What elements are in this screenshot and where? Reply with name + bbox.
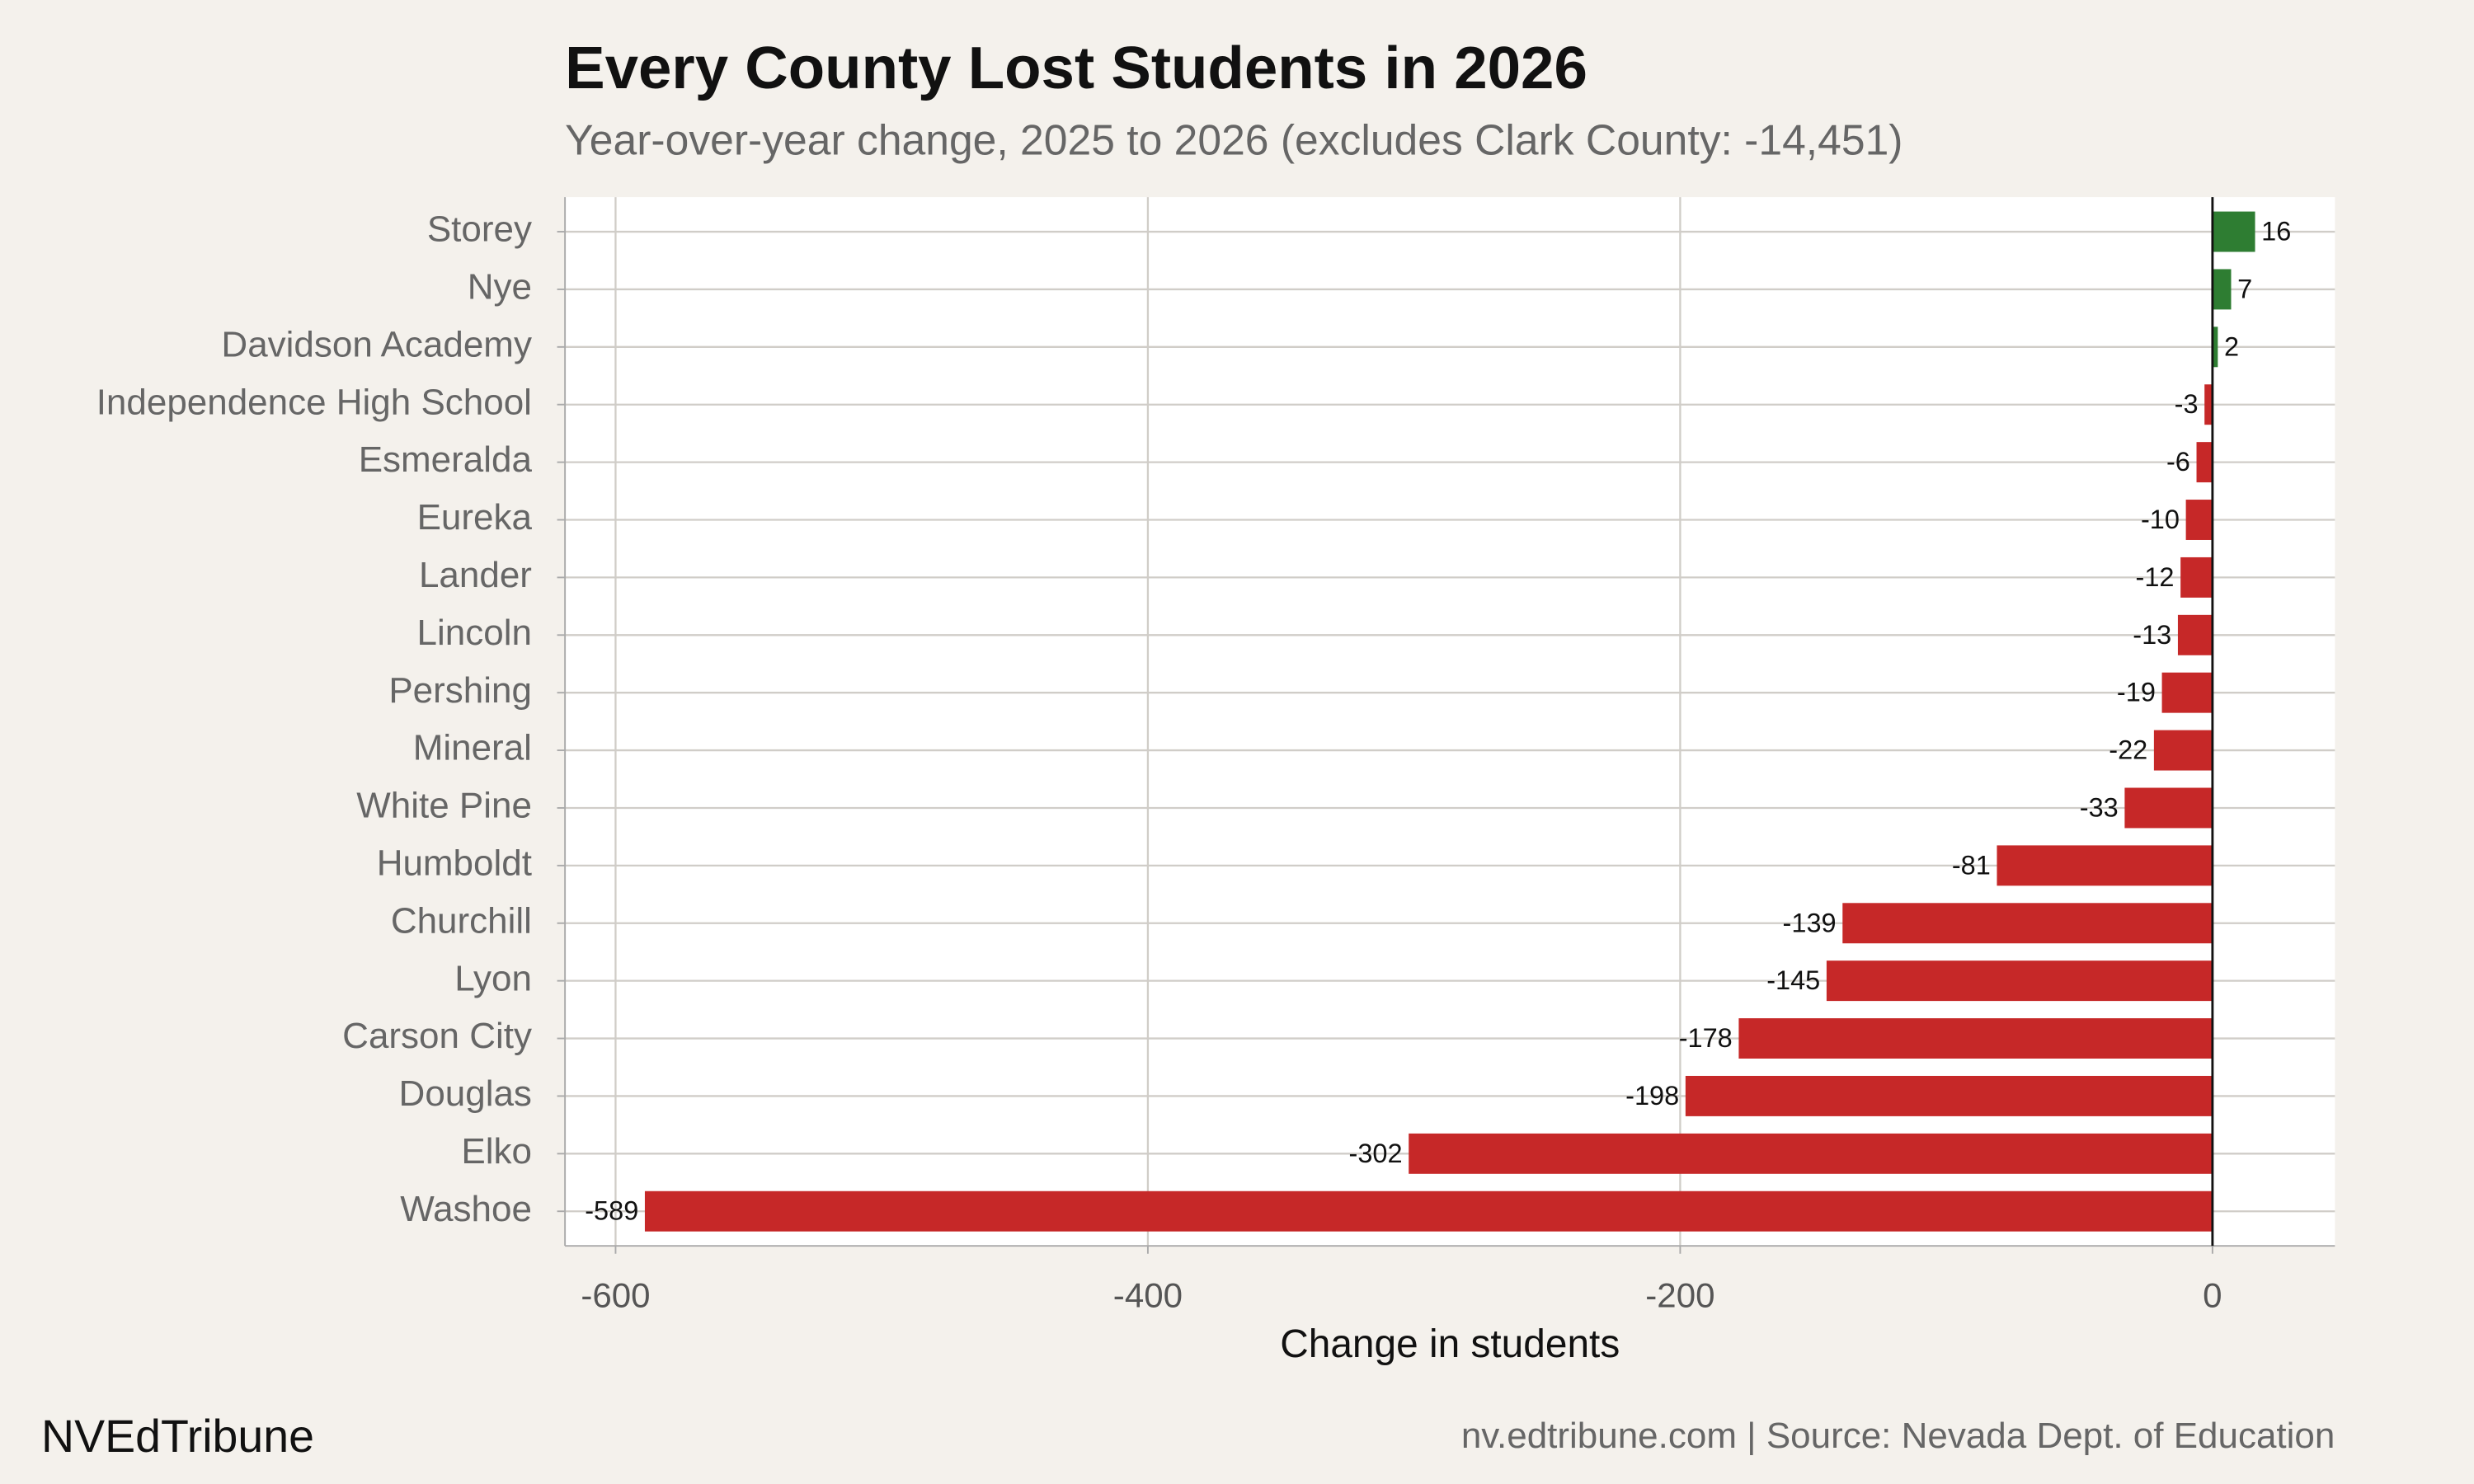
value-label: -6 xyxy=(2166,447,2190,477)
value-label: -19 xyxy=(2117,678,2156,707)
y-tick-label: Davidson Academy xyxy=(221,324,532,364)
value-label: -12 xyxy=(2136,562,2175,592)
y-tick-label: Douglas xyxy=(399,1073,532,1114)
value-label: -145 xyxy=(1766,965,1820,995)
y-tick-label: White Pine xyxy=(356,786,532,826)
bar xyxy=(2124,787,2213,829)
chart-subtitle: Year-over-year change, 2025 to 2026 (exc… xyxy=(565,116,1903,164)
bar xyxy=(1738,1018,2213,1059)
x-tick-label: 0 xyxy=(2203,1275,2222,1314)
y-tick-label: Washoe xyxy=(400,1189,532,1229)
y-tick-label: Carson City xyxy=(342,1016,532,1056)
y-tick-label: Lyon xyxy=(454,958,532,998)
value-label: -178 xyxy=(1679,1023,1733,1053)
y-tick-label: Mineral xyxy=(413,728,532,768)
value-label: -302 xyxy=(1348,1139,1402,1168)
bar xyxy=(644,1190,2213,1232)
x-tick-label: -200 xyxy=(1645,1275,1714,1314)
y-tick-label: Lincoln xyxy=(417,613,532,653)
source: nv.edtribune.com | Source: Nevada Dept. … xyxy=(1461,1416,2335,1456)
value-label: 16 xyxy=(2261,217,2291,247)
bar xyxy=(1997,845,2213,886)
value-label: 7 xyxy=(2237,274,2252,303)
bar xyxy=(2196,442,2213,483)
bar xyxy=(2153,730,2213,771)
bar xyxy=(2212,211,2255,252)
bar xyxy=(2212,326,2218,368)
bar xyxy=(2180,556,2213,598)
y-tick-label: Eureka xyxy=(417,497,533,538)
value-label: -22 xyxy=(2109,735,2147,765)
plot-area xyxy=(565,197,2335,1247)
y-tick-label: Churchill xyxy=(391,900,532,941)
bar xyxy=(2177,614,2213,655)
value-label: 2 xyxy=(2224,331,2239,361)
y-tick-label: Nye xyxy=(468,267,532,308)
y-tick-label: Humboldt xyxy=(377,843,532,883)
value-label: -198 xyxy=(1625,1081,1679,1111)
value-label: -13 xyxy=(2133,620,2171,650)
y-tick-label: Storey xyxy=(427,209,532,250)
bar xyxy=(1685,1075,2213,1116)
bar xyxy=(1842,903,2213,944)
value-label: -139 xyxy=(1783,908,1837,937)
bar xyxy=(1409,1133,2213,1174)
value-label: -3 xyxy=(2175,389,2199,419)
y-tick-label: Independence High School xyxy=(96,382,532,422)
y-tick-label: Lander xyxy=(419,555,532,595)
value-label: -10 xyxy=(2141,505,2180,534)
value-label: -81 xyxy=(1952,850,1991,880)
bar xyxy=(2185,500,2213,540)
y-tick-label: Esmeralda xyxy=(359,439,533,480)
bar xyxy=(2161,672,2213,713)
x-axis-label: Change in students xyxy=(1280,1322,1620,1366)
brand: NVEdTribune xyxy=(41,1411,314,1462)
x-tick-label: -400 xyxy=(1113,1275,1183,1314)
value-label: -33 xyxy=(2080,792,2119,822)
x-tick-label: -600 xyxy=(581,1275,650,1314)
chart-title: Every County Lost Students in 2026 xyxy=(565,35,1587,101)
y-tick-label: Elko xyxy=(461,1131,532,1172)
bar xyxy=(2212,269,2232,310)
bar xyxy=(1826,960,2213,1002)
y-tick-label: Pershing xyxy=(388,670,532,711)
value-label: -589 xyxy=(585,1196,638,1226)
bar xyxy=(2204,384,2213,425)
